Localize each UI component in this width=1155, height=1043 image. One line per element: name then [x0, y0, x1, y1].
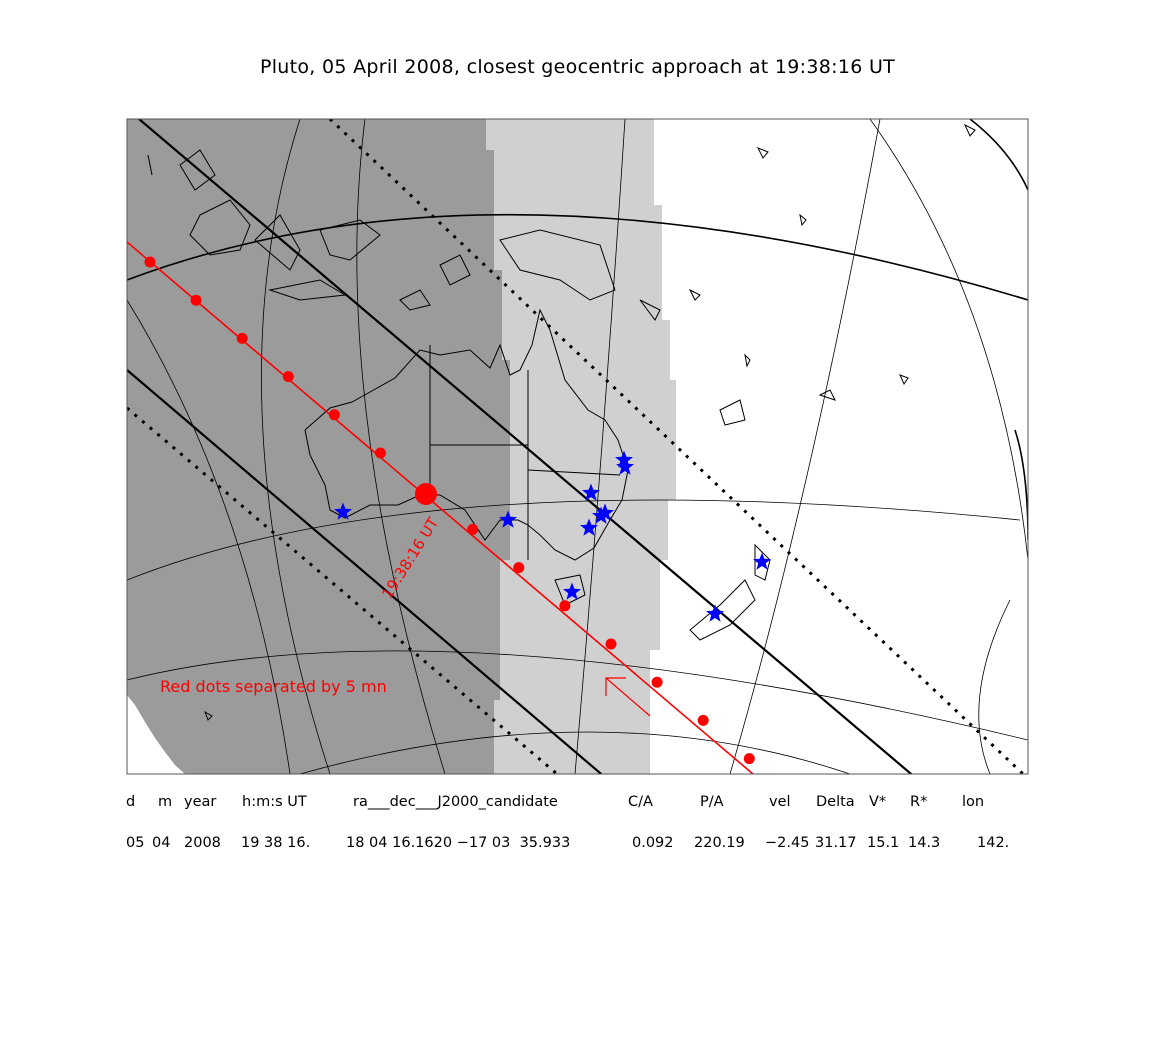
- time-dot: [190, 294, 202, 306]
- chart-title: Pluto, 05 April 2008, closest geocentric…: [259, 56, 896, 78]
- latitude-line: [127, 213, 1028, 301]
- northern-limit-line: [138, 119, 913, 774]
- night-region: [127, 119, 510, 774]
- value-d: 05: [126, 835, 145, 851]
- graticule: [127, 119, 1028, 774]
- time-dot: [328, 409, 340, 421]
- time-dots: [144, 256, 755, 765]
- time-dot: [605, 638, 617, 650]
- occultation-map: 19:38:16 UT Red dots separated by 5 mn: [126, 118, 1029, 775]
- value-ca: 0.092: [632, 835, 674, 851]
- time-dot: [743, 753, 755, 765]
- map-frame: [126, 118, 1029, 775]
- header-pa: P/A: [700, 794, 724, 810]
- header-time: h:m:s UT: [242, 794, 307, 810]
- star-icon: [596, 503, 614, 521]
- star-icon: [563, 582, 581, 600]
- header-rstar: R*: [910, 794, 928, 810]
- time-dot: [467, 523, 479, 535]
- value-m: 04: [152, 835, 171, 851]
- value-pa: 220.19: [694, 835, 745, 851]
- observer-sites: [334, 450, 771, 622]
- time-dot: [236, 332, 248, 344]
- value-lon: 142.: [977, 835, 1010, 851]
- time-dot: [144, 256, 156, 268]
- header-vel: vel: [769, 794, 791, 810]
- northern-error-line: [328, 119, 1026, 774]
- header-ca: C/A: [628, 794, 653, 810]
- time-dot: [559, 600, 571, 612]
- twilight-region: [486, 119, 676, 774]
- direction-arrow: [605, 677, 651, 717]
- star-icon: [580, 518, 598, 536]
- value-vel: −2.45: [765, 835, 810, 851]
- header-vstar: V*: [869, 794, 887, 810]
- value-delta: 31.17: [815, 835, 857, 851]
- value-time: 19 38 16.: [241, 835, 311, 851]
- header-delta: Delta: [816, 794, 855, 810]
- value-radec: 18 04 16.1620 −17 03 35.933: [346, 835, 571, 851]
- southern-error-line: [127, 406, 560, 774]
- southern-limit-line: [127, 369, 603, 774]
- coastlines: [147, 123, 976, 721]
- star-icon: [582, 483, 600, 501]
- star-icon: [616, 457, 634, 475]
- header-d: d: [126, 794, 136, 810]
- star-icon: [753, 552, 771, 570]
- value-rstar: 14.3: [908, 835, 941, 851]
- table-value-row: 05 04 2008 19 38 16. 18 04 16.1620 −17 0…: [126, 835, 1009, 1043]
- header-radec: ra___dec___J2000_candidate: [353, 794, 558, 810]
- star-icon: [706, 604, 724, 622]
- time-dot: [375, 447, 386, 459]
- dots-note: Red dots separated by 5 mn: [160, 677, 387, 696]
- star-icon: [615, 450, 633, 468]
- time-dot: [651, 676, 663, 688]
- header-m: m: [158, 794, 173, 810]
- shadow-limits: [127, 119, 1026, 774]
- central-path-line: [127, 241, 755, 774]
- closest-approach-dot: [415, 483, 437, 505]
- header-year: year: [184, 794, 217, 810]
- time-dot: [697, 714, 709, 726]
- header-lon: lon: [962, 794, 985, 810]
- star-icon: [334, 502, 352, 520]
- star-icon: [499, 510, 517, 528]
- value-year: 2008: [184, 835, 221, 851]
- table-header-row: d m year h:m:s UT ra___dec___J2000_candi…: [126, 794, 984, 1002]
- time-dot: [513, 562, 525, 574]
- time-dot: [282, 371, 294, 383]
- value-vstar: 15.1: [867, 835, 900, 851]
